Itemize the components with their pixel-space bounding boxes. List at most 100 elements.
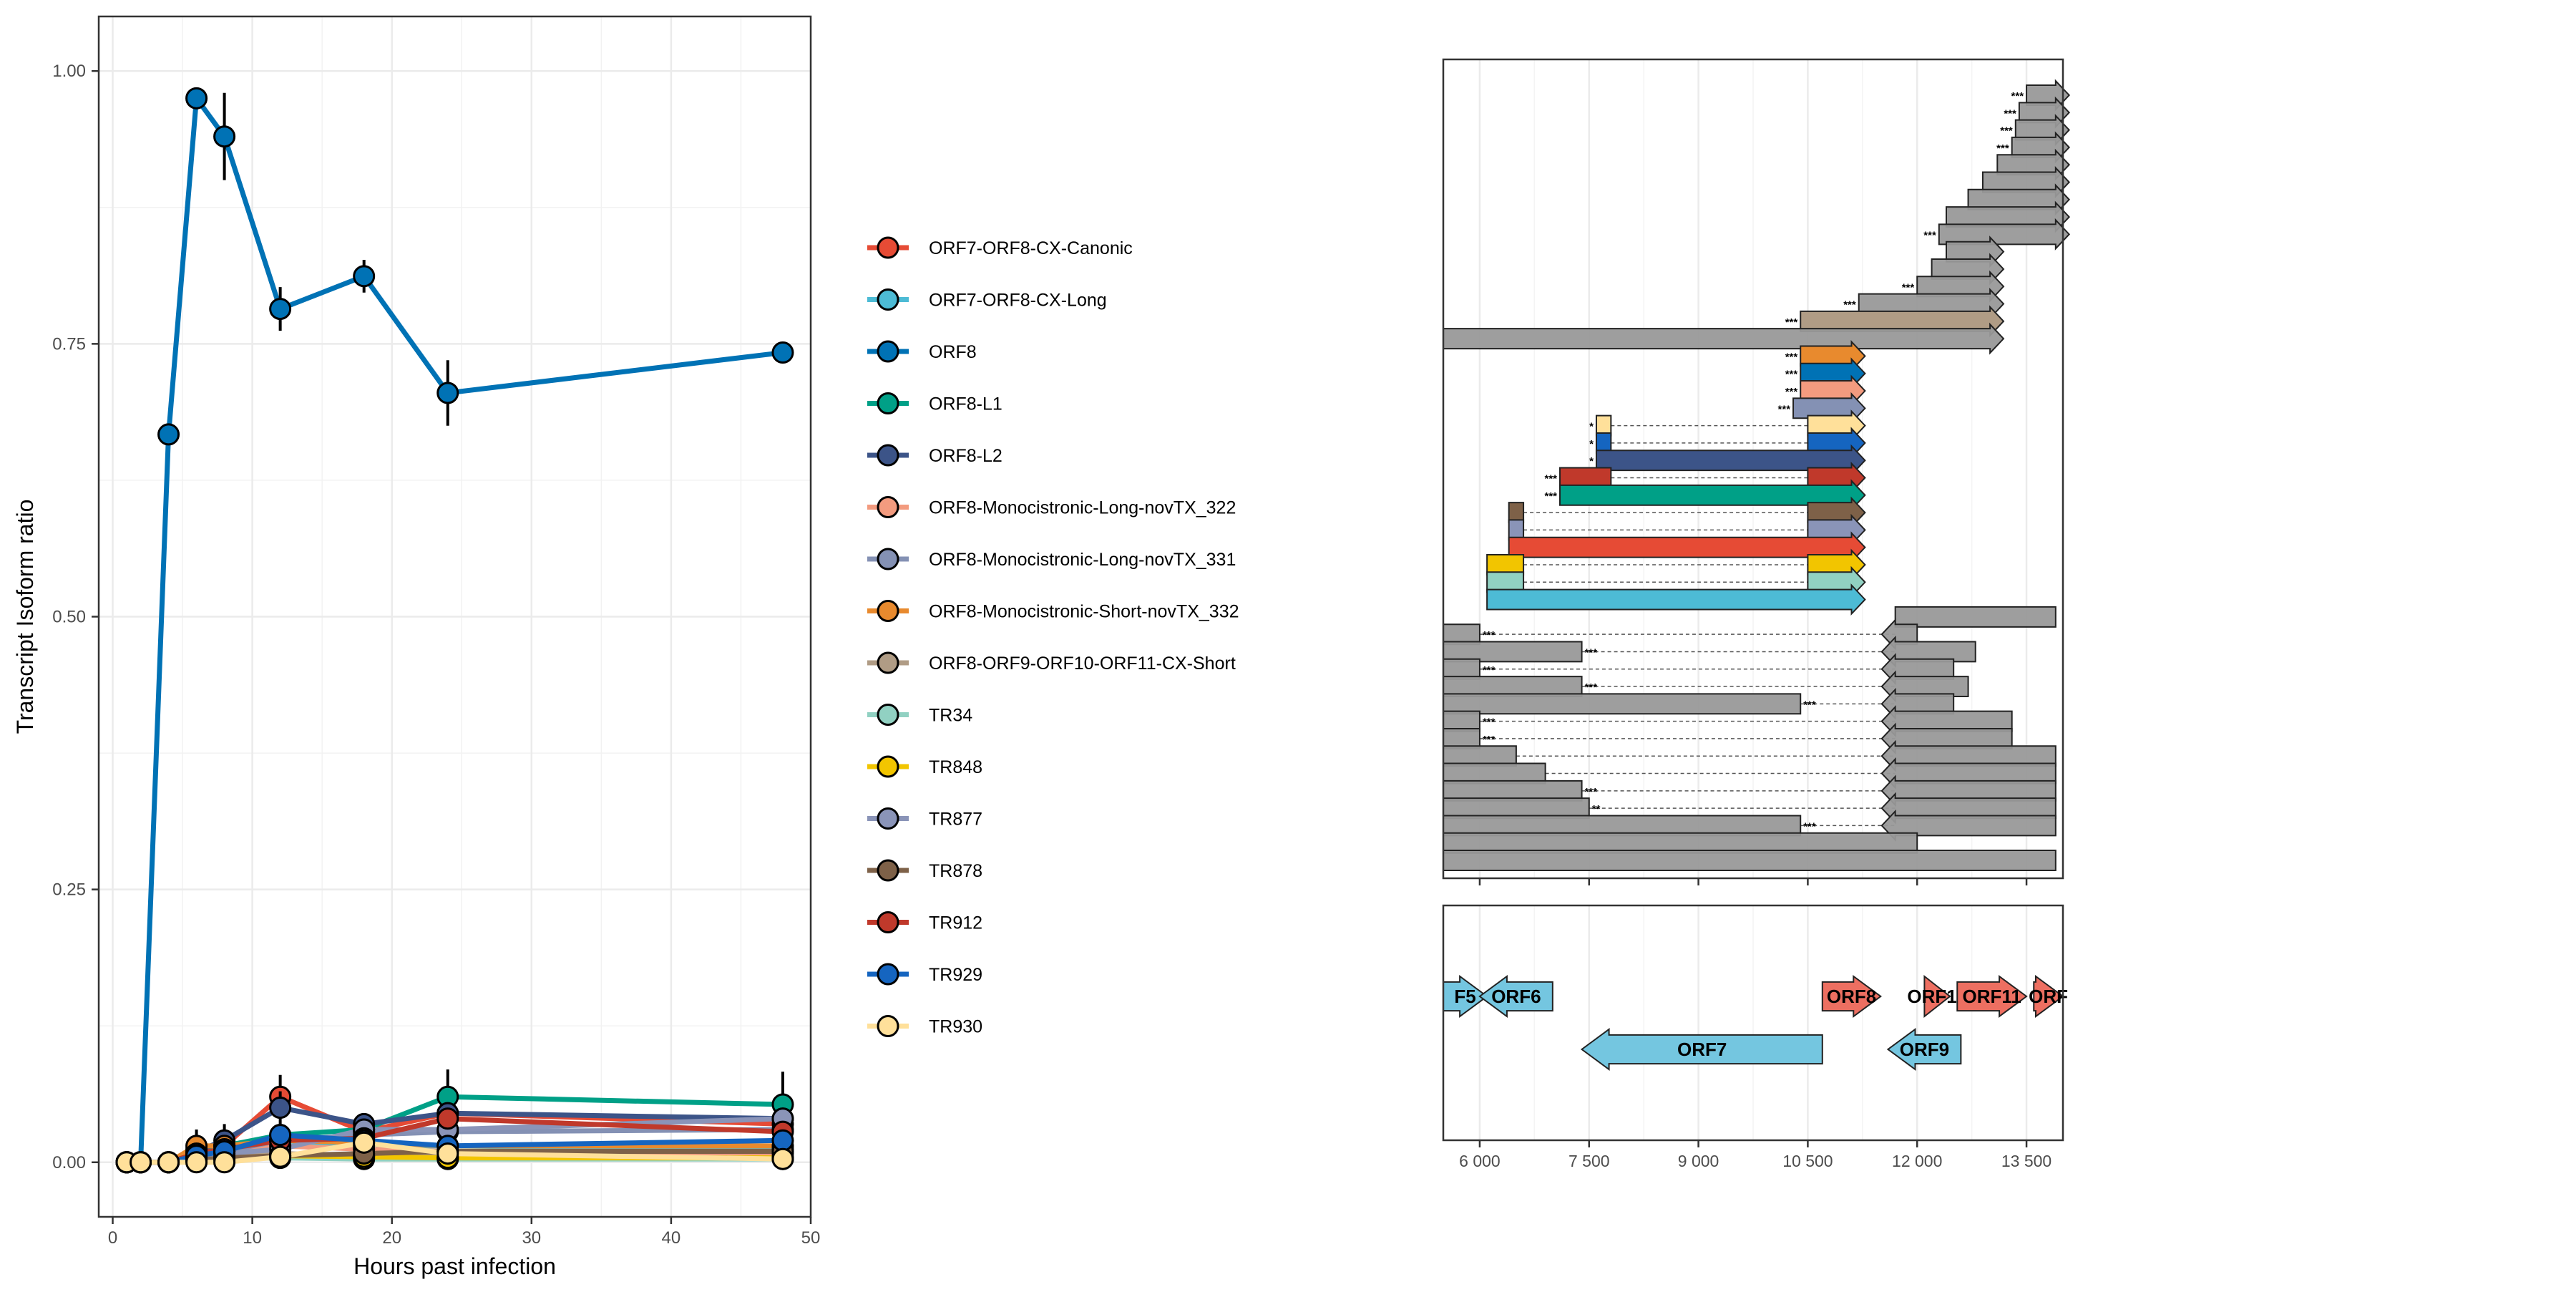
gene-arrow — [1821, 975, 1882, 1018]
y-tick-label: 0.75 — [52, 334, 86, 354]
transcript-22: * — [1589, 444, 1866, 477]
transcript-45 — [1443, 850, 2057, 871]
data-point — [436, 1107, 459, 1130]
legend-key-point — [877, 963, 899, 986]
transcript-27 — [1508, 531, 1866, 564]
legend-label: ORF8-Monocistronic-Long-novTX_331 — [929, 550, 1236, 570]
data-point — [157, 423, 180, 446]
legend-key-point — [877, 340, 899, 363]
legend-key-point — [877, 392, 899, 414]
data-point — [269, 298, 292, 321]
data-point — [771, 1129, 794, 1152]
legend-label: TR878 — [929, 861, 982, 881]
exon — [1486, 583, 1866, 616]
data-point — [353, 1131, 376, 1154]
exon — [1443, 693, 1802, 715]
legend-entry-tr878: TR878 — [867, 859, 982, 882]
gene-label: F5 — [1454, 986, 1475, 1007]
gene-arrow — [1923, 974, 1951, 1019]
exon — [1595, 444, 1866, 477]
x-tick-label: 0 — [108, 1228, 117, 1248]
legend-label: ORF7-ORF8-CX-Canonic — [929, 238, 1133, 258]
gene-arrow — [1956, 975, 2028, 1018]
y-tick-label: 0.00 — [52, 1153, 86, 1172]
significance-label: *** — [1585, 681, 1598, 694]
legend-label: TR877 — [929, 810, 982, 830]
legend-key-point — [877, 651, 899, 674]
legend-key-point — [877, 704, 899, 726]
significance-label: *** — [1843, 299, 1856, 311]
gene-label: ORF11 — [1962, 986, 2021, 1007]
legend-key-point — [877, 1015, 899, 1037]
legend-key-point — [877, 807, 899, 830]
data-point — [269, 1145, 292, 1168]
exon — [1894, 606, 2057, 628]
significance-label: *** — [1483, 629, 1496, 641]
exon — [1443, 850, 2057, 871]
data-point — [269, 1124, 292, 1147]
significance-label: *** — [1803, 820, 1816, 832]
legend-entry-tr877: TR877 — [867, 807, 982, 830]
significance-label: * — [1589, 455, 1594, 467]
legend-entry-tr912: TR912 — [867, 911, 982, 933]
legend-entry-orf8-l1: ORF8-L1 — [867, 392, 1002, 414]
legend-label: ORF8-ORF9-ORF10-ORF11-CX-Short — [929, 654, 1236, 674]
transcript-24: *** — [1544, 479, 1866, 512]
gene-label: ORF6 — [1491, 986, 1541, 1007]
legend-entry-orf8-l2: ORF8-L2 — [867, 444, 1002, 467]
legend-entry-orf7-orf8-cx-canonic: ORF7-ORF8-CX-Canonic — [867, 236, 1133, 259]
significance-label: *** — [1544, 473, 1557, 485]
legend-entry-orf8-monocistronic-long-novtx-331: ORF8-Monocistronic-Long-novTX_331 — [867, 548, 1236, 570]
legend-entry-orf8-orf9-orf10-orf11-cx-short: ORF8-ORF9-ORF10-ORF11-CX-Short — [867, 651, 1236, 674]
data-point — [771, 1147, 794, 1170]
transcript-diagram: ****************************************… — [1442, 58, 2071, 885]
significance-label: *** — [1483, 734, 1496, 746]
significance-label: *** — [1803, 699, 1816, 711]
legend: ORF7-ORF8-CX-Canonic ORF7-ORF8-CX-Long ORF… — [867, 236, 1239, 1037]
legend-key-point — [877, 859, 899, 882]
x-tick-label: 50 — [801, 1228, 821, 1248]
significance-label: *** — [2004, 107, 2016, 120]
gene-x-tick-label: 6 000 — [1459, 1152, 1501, 1170]
significance-label: *** — [2000, 125, 2013, 137]
gene-orf8: ORF8 — [1821, 975, 1882, 1018]
significance-label: ** — [1592, 803, 1601, 815]
gene-x-tick-label: 12 000 — [1892, 1152, 1942, 1170]
data-point — [185, 1151, 208, 1174]
gene-x-tick-label: 13 500 — [2001, 1152, 2051, 1170]
legend-label: TR929 — [929, 965, 982, 985]
legend-entry-orf8-monocistronic-short-novtx-332: ORF8-Monocistronic-Short-novTX_332 — [867, 600, 1239, 622]
legend-label: ORF7-ORF8-CX-Long — [929, 291, 1107, 311]
legend-key-point — [877, 288, 899, 311]
gene-orf6: ORF6 — [1478, 975, 1553, 1018]
exon — [1508, 531, 1866, 564]
significance-label: * — [1589, 438, 1594, 450]
gene-orf12: ORF — [2029, 975, 2068, 1018]
transcript-31 — [1894, 606, 2057, 628]
data-point — [130, 1151, 152, 1174]
legend-label: TR912 — [929, 913, 982, 933]
legend-entry-orf8: ORF8 — [867, 340, 977, 363]
legend-key-point — [877, 911, 899, 933]
line-chart: 0 10 20 30 40 50 0.00 0.25 0.50 0.75 1.00 Hours pas… — [12, 15, 821, 1279]
legend-label: ORF8-Monocistronic-Short-novTX_332 — [929, 602, 1239, 622]
y-tick-label: 0.25 — [52, 880, 86, 900]
gene-arrow — [1580, 1028, 1823, 1071]
significance-label: *** — [1585, 786, 1598, 798]
legend-label: ORF8-L1 — [929, 394, 1002, 414]
data-point — [436, 1142, 459, 1165]
legend-key-point — [877, 755, 899, 778]
legend-label: TR34 — [929, 706, 972, 726]
y-axis-title: Transcript Isoform ratio — [12, 500, 38, 734]
legend-entry-tr929: TR929 — [867, 963, 982, 986]
significance-label: *** — [1785, 386, 1798, 398]
significance-label: *** — [1902, 281, 1915, 293]
legend-label: ORF8-Monocistronic-Long-novTX_322 — [929, 498, 1236, 518]
exon — [1559, 479, 1866, 512]
gene-orf9: ORF9 — [1886, 1028, 1962, 1071]
legend-label: ORF8 — [929, 342, 977, 362]
transcript-15 — [1443, 322, 2005, 355]
legend-label: ORF8-L2 — [929, 446, 1002, 466]
legend-key-point — [877, 496, 899, 518]
